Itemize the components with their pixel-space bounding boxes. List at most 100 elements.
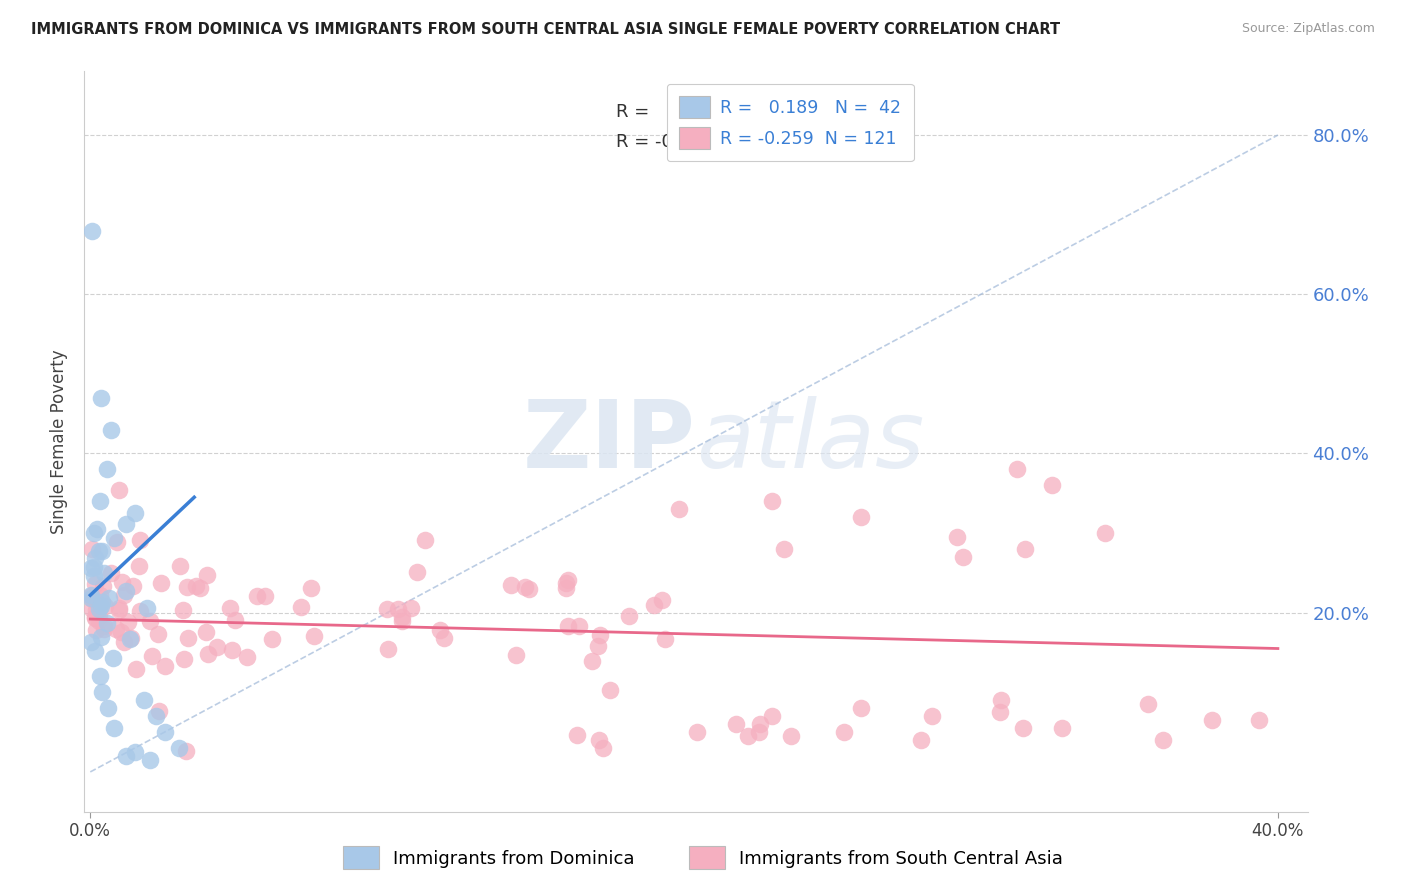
Text: 121: 121 <box>766 133 803 151</box>
Point <box>115 516 138 531</box>
Point <box>433 632 456 646</box>
Point <box>990 693 1012 707</box>
Point <box>399 600 422 615</box>
Point <box>568 619 591 633</box>
Point <box>910 733 932 747</box>
Point <box>188 581 211 595</box>
Point <box>651 593 673 607</box>
Point <box>105 535 128 549</box>
Point <box>1012 721 1035 735</box>
Point <box>90 543 112 558</box>
Text: R =: R = <box>616 103 650 121</box>
Point <box>89 588 111 602</box>
Point <box>195 568 218 582</box>
Point <box>557 573 579 587</box>
Point <box>128 559 150 574</box>
Point <box>377 641 399 656</box>
Point <box>654 632 676 646</box>
Point <box>89 494 111 508</box>
Point <box>643 599 665 613</box>
Point <box>91 685 114 699</box>
Point <box>832 725 855 739</box>
Point <box>1152 733 1174 747</box>
Point <box>588 733 610 747</box>
Point <box>1094 526 1116 541</box>
Point <box>779 729 801 743</box>
Point <box>586 639 609 653</box>
Point <box>79 635 101 649</box>
Point <box>89 602 111 616</box>
Point <box>1137 698 1160 712</box>
Point <box>141 648 163 663</box>
Point <box>761 494 783 508</box>
Point <box>80 602 103 616</box>
Point <box>96 462 118 476</box>
Point <box>148 627 170 641</box>
Point <box>125 662 148 676</box>
Point <box>112 635 135 649</box>
Point <box>80 592 103 607</box>
Point <box>150 576 173 591</box>
Point <box>93 622 115 636</box>
Point <box>513 580 536 594</box>
Point <box>174 743 197 757</box>
Point <box>83 559 105 574</box>
Point <box>118 632 141 647</box>
Point <box>565 728 588 742</box>
Point <box>952 549 974 564</box>
Point <box>145 709 167 723</box>
Point <box>96 616 118 631</box>
Point <box>302 629 325 643</box>
Text: Source: ZipAtlas.com: Source: ZipAtlas.com <box>1241 22 1375 36</box>
Point <box>501 578 523 592</box>
Point <box>80 542 103 557</box>
Point <box>110 625 132 640</box>
Point <box>115 583 138 598</box>
Point <box>86 522 108 536</box>
Point <box>148 704 170 718</box>
Point <box>557 618 579 632</box>
Point <box>197 647 219 661</box>
Point <box>921 709 943 723</box>
Point <box>592 741 614 756</box>
Legend: Immigrants from Dominica, Immigrants from South Central Asia: Immigrants from Dominica, Immigrants fro… <box>333 838 1073 879</box>
Point <box>91 579 114 593</box>
Text: N =: N = <box>727 103 761 121</box>
Point <box>84 643 107 657</box>
Point <box>429 623 451 637</box>
Point <box>748 717 770 731</box>
Point <box>290 599 312 614</box>
Text: 0.189: 0.189 <box>665 103 717 121</box>
Point <box>988 705 1011 719</box>
Point <box>724 717 747 731</box>
Text: ZIP: ZIP <box>523 395 696 488</box>
Text: N =: N = <box>727 133 761 151</box>
Point <box>121 578 143 592</box>
Point <box>153 659 176 673</box>
Point <box>1201 713 1223 727</box>
Point <box>1050 721 1073 735</box>
Point <box>115 749 138 764</box>
Point <box>205 640 228 654</box>
Point <box>91 594 114 608</box>
Point <box>599 683 621 698</box>
Point <box>87 609 110 624</box>
Point <box>83 576 105 591</box>
Point <box>128 604 150 618</box>
Point <box>184 579 207 593</box>
Point <box>391 614 413 628</box>
Point <box>176 580 198 594</box>
Point <box>589 628 612 642</box>
Point <box>138 753 160 767</box>
Point <box>124 506 146 520</box>
Point <box>80 561 103 575</box>
Point <box>236 650 259 665</box>
Point <box>104 622 127 636</box>
Point <box>83 569 105 583</box>
Point <box>86 594 108 608</box>
Point <box>93 618 115 632</box>
Point <box>107 603 129 617</box>
Point <box>98 591 121 606</box>
Point <box>120 631 142 645</box>
Point <box>246 589 269 603</box>
